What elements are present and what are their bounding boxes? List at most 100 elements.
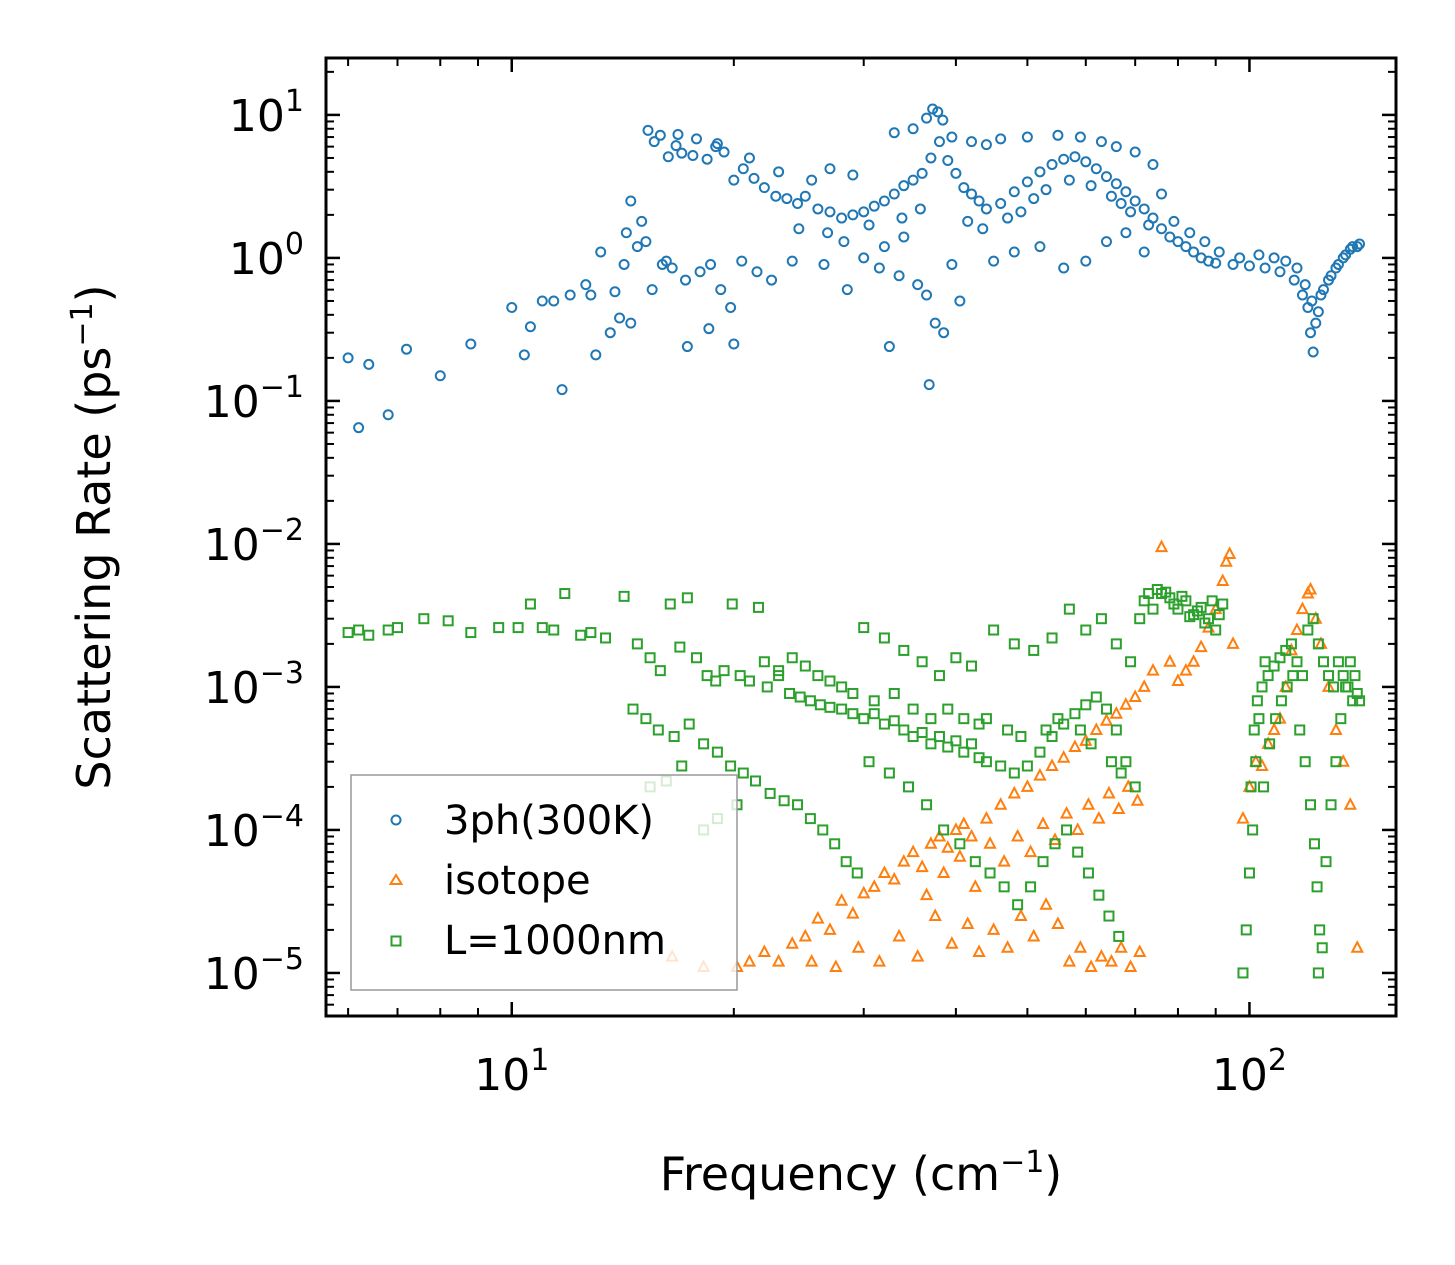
data-point-circle bbox=[1069, 151, 1081, 163]
data-point-square bbox=[1191, 605, 1203, 617]
data-point-circle bbox=[625, 195, 637, 207]
data-point-square bbox=[988, 624, 1000, 636]
data-point-square bbox=[683, 718, 695, 730]
data-point-circle bbox=[1085, 180, 1097, 192]
data-point-circle bbox=[793, 223, 805, 235]
data-point-square bbox=[1344, 656, 1356, 668]
data-point-square bbox=[1061, 824, 1073, 836]
data-point-circle bbox=[642, 124, 654, 136]
data-point-circle bbox=[1147, 159, 1159, 171]
data-point-square bbox=[1337, 670, 1349, 682]
data-point-circle bbox=[946, 258, 958, 270]
data-point-circle bbox=[342, 352, 354, 364]
data-point-triangle bbox=[867, 879, 881, 892]
data-point-circle bbox=[694, 266, 706, 278]
data-point-square bbox=[1299, 756, 1311, 768]
data-point-square bbox=[1237, 967, 1249, 979]
data-point-triangle bbox=[851, 940, 866, 953]
data-point-triangle bbox=[906, 844, 920, 858]
y-tick-label-base: 10 bbox=[204, 663, 260, 714]
data-point-square bbox=[1270, 713, 1282, 725]
data-point-square bbox=[773, 665, 785, 677]
data-point-square bbox=[799, 660, 811, 672]
data-point-triangle bbox=[1123, 959, 1138, 973]
data-point-square bbox=[536, 622, 548, 634]
data-point-triangle bbox=[1267, 722, 1281, 735]
data-point-triangle bbox=[877, 865, 892, 878]
data-point-circle bbox=[883, 341, 895, 353]
data-point-square bbox=[1328, 681, 1340, 693]
data-point-circle bbox=[766, 274, 778, 286]
data-point-square bbox=[1176, 590, 1188, 602]
data-point-circle bbox=[595, 246, 607, 258]
data-point-circle bbox=[1340, 249, 1352, 261]
data-point-circle bbox=[618, 258, 630, 270]
data-point-square bbox=[1285, 638, 1297, 650]
y-tick-label-exponent: 0 bbox=[285, 227, 304, 262]
data-point-triangle bbox=[1171, 673, 1185, 687]
data-point-circle bbox=[1074, 131, 1086, 143]
data-point-circle bbox=[434, 370, 446, 382]
data-point-square bbox=[794, 691, 806, 703]
data-point-circle bbox=[518, 349, 530, 361]
data-point-square bbox=[1021, 760, 1033, 772]
data-point-square bbox=[868, 695, 880, 707]
data-point-triangle bbox=[1068, 739, 1082, 753]
data-point-square bbox=[1240, 924, 1252, 936]
data-point-triangle bbox=[1236, 810, 1250, 824]
data-point-circle bbox=[847, 169, 859, 181]
data-point-circle bbox=[878, 195, 890, 207]
data-point-circle bbox=[822, 227, 834, 239]
data-point-triangle bbox=[1343, 797, 1357, 810]
data-point-square bbox=[640, 713, 652, 725]
y-tick-label-base: 10 bbox=[229, 234, 285, 285]
data-point-circle bbox=[1354, 238, 1366, 250]
data-point-circle bbox=[950, 167, 962, 179]
data-point-circle bbox=[1156, 223, 1168, 235]
data-point-circle bbox=[966, 188, 978, 200]
data-point-circle bbox=[1280, 255, 1292, 267]
data-point-square bbox=[1308, 838, 1320, 850]
data-point-circle bbox=[401, 343, 413, 355]
data-point-triangle bbox=[1303, 581, 1318, 595]
data-point-triangle bbox=[887, 871, 901, 885]
y-tick-label-base: 10 bbox=[204, 520, 260, 571]
data-point-square bbox=[737, 767, 749, 779]
data-point-square bbox=[1274, 652, 1286, 664]
data-point-circle bbox=[1156, 188, 1168, 200]
data-point-triangle bbox=[857, 885, 871, 899]
data-point-triangle bbox=[1020, 779, 1035, 792]
y-tick-label: 100 bbox=[229, 227, 304, 285]
x-axis-label-exponent: −1 bbox=[1000, 1145, 1044, 1180]
data-point-square bbox=[1268, 660, 1280, 672]
data-point-square bbox=[743, 675, 755, 687]
data-point-square bbox=[752, 601, 764, 613]
legend-label-isotope: isotope bbox=[444, 858, 591, 904]
data-point-circle bbox=[858, 206, 870, 218]
data-point-circle bbox=[536, 295, 548, 307]
data-point-circle bbox=[609, 286, 621, 298]
data-point-circle bbox=[946, 131, 958, 143]
data-point-circle bbox=[1317, 284, 1329, 296]
x-axis-label-close: ) bbox=[1044, 1147, 1062, 1201]
data-point-circle bbox=[1120, 227, 1132, 239]
data-point-circle bbox=[929, 317, 941, 329]
data-point-square bbox=[690, 652, 702, 664]
data-point-square bbox=[644, 652, 656, 664]
data-point-square bbox=[1251, 695, 1263, 707]
y-tick-label: 10−2 bbox=[204, 513, 304, 571]
data-point-square bbox=[980, 756, 992, 768]
data-point-triangle bbox=[961, 916, 975, 929]
data-point-square bbox=[954, 838, 966, 850]
data-point-circle bbox=[1034, 241, 1046, 253]
y-tick-label: 10−1 bbox=[204, 370, 304, 428]
data-point-square bbox=[883, 767, 895, 779]
data-point-circle bbox=[1058, 262, 1070, 274]
data-point-circle bbox=[1259, 262, 1271, 274]
data-point-triangle bbox=[872, 953, 887, 967]
data-point-square bbox=[1316, 942, 1328, 954]
data-point-triangle bbox=[1137, 679, 1151, 692]
legend-marker-l1000nm bbox=[390, 935, 402, 947]
data-point-square bbox=[950, 652, 962, 664]
